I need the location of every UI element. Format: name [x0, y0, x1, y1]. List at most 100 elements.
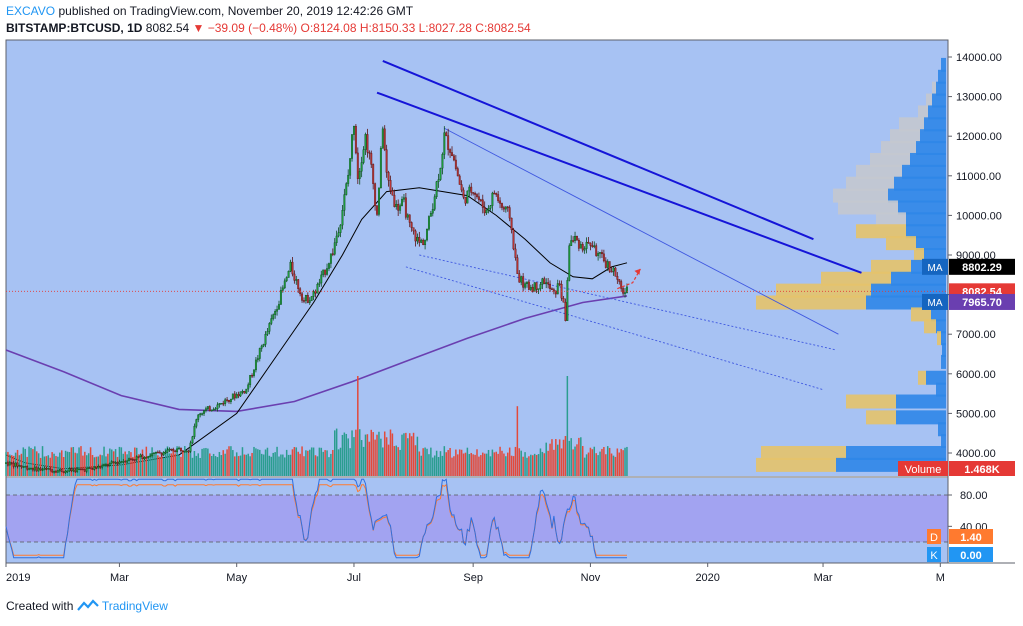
- volume-bar: [328, 457, 330, 476]
- author-name[interactable]: EXCAVO: [6, 4, 56, 18]
- candle-body: [516, 257, 519, 274]
- volume-bar: [426, 448, 428, 476]
- candle-body: [351, 134, 353, 159]
- candle-body: [249, 375, 252, 385]
- volume-bar: [153, 454, 155, 476]
- candle-body: [595, 245, 598, 256]
- volume-profile-up-bar: [914, 248, 924, 262]
- stoch-d-name-box: [927, 529, 941, 544]
- volume-bar: [234, 456, 236, 476]
- volume-bar: [353, 437, 355, 476]
- time-tick-label: Mar: [110, 572, 129, 584]
- candle-body: [135, 456, 138, 460]
- candle-body: [426, 228, 428, 241]
- candle-body: [289, 261, 292, 272]
- candle-body: [341, 210, 344, 226]
- volume-profile-down-bar: [896, 410, 946, 425]
- volume-bar: [55, 456, 57, 476]
- candle-body: [437, 179, 440, 182]
- volume-bar: [264, 449, 267, 476]
- volume-bar: [89, 447, 92, 476]
- stoch-k-value: 0.00: [960, 550, 981, 562]
- volume-bar: [143, 457, 146, 476]
- volume-bar: [291, 449, 294, 476]
- volume-bar: [316, 456, 319, 476]
- candle-body: [447, 135, 450, 150]
- volume-bar: [533, 453, 536, 476]
- candle-body: [81, 468, 84, 471]
- volume-bar: [274, 452, 276, 476]
- volume-bar: [141, 449, 144, 476]
- volume-profile-up-bar: [761, 446, 846, 460]
- volume-bar: [518, 448, 521, 476]
- volume-bar: [556, 444, 559, 476]
- volume-bar: [149, 453, 151, 476]
- volume-bar: [80, 446, 82, 476]
- volume-profile-up-bar: [886, 236, 916, 251]
- candle-body: [101, 465, 104, 468]
- candle-body: [241, 391, 244, 393]
- candle-body: [531, 286, 534, 292]
- candle-body: [304, 295, 307, 301]
- candle-body: [568, 245, 571, 281]
- volume-bar: [589, 447, 592, 476]
- candle-body: [262, 344, 265, 347]
- volume-bar: [180, 456, 182, 476]
- volume-profile-up-bar: [776, 283, 871, 298]
- volume-profile-down-bar: [894, 176, 946, 191]
- tradingview-brand[interactable]: TradingView: [101, 599, 168, 613]
- volume-bar: [243, 454, 246, 476]
- candle-body: [183, 451, 186, 453]
- volume-bar: [251, 452, 253, 476]
- channel-line: [444, 127, 839, 335]
- volume-bar: [195, 455, 198, 476]
- candle-body: [114, 462, 117, 464]
- volume-bar: [187, 452, 190, 476]
- volume-bar: [387, 444, 390, 476]
- candle-body: [624, 292, 626, 294]
- volume-bar: [308, 449, 311, 476]
- candle-body: [187, 450, 190, 453]
- volume-bar: [249, 456, 251, 476]
- candle-body: [337, 232, 340, 237]
- candle-body: [258, 348, 261, 359]
- candle-body: [481, 199, 484, 208]
- candle-body: [8, 462, 11, 466]
- candle-body: [93, 467, 96, 470]
- candle-body: [64, 470, 67, 473]
- volume-bar: [82, 455, 84, 476]
- candle-body: [395, 204, 398, 207]
- volume-bar: [203, 448, 205, 476]
- candle-body: [585, 241, 588, 249]
- candle-body: [62, 471, 65, 473]
- volume-bar: [395, 445, 398, 476]
- candle-body: [178, 447, 180, 450]
- volume-bar: [457, 454, 459, 476]
- volume-profile-down-bar: [846, 446, 946, 460]
- candle-body: [354, 125, 357, 154]
- volume-bar: [614, 456, 617, 476]
- candle-body: [110, 461, 113, 464]
- volume-bar: [172, 450, 175, 476]
- candle-body: [10, 462, 13, 464]
- projection-arrowhead: [634, 268, 641, 275]
- volume-bar: [508, 447, 511, 476]
- volume-bar: [435, 450, 438, 476]
- volume-bar: [214, 456, 217, 476]
- volume-bar: [284, 457, 286, 476]
- candle-body: [274, 311, 277, 315]
- candle-body: [226, 399, 229, 401]
- candle-body: [487, 208, 490, 211]
- volume-bar: [430, 447, 432, 476]
- volume-profile-grey-bar: [881, 141, 916, 156]
- volume-profile-down-bar: [920, 129, 946, 144]
- volume-bar: [226, 449, 228, 476]
- volume-bar: [470, 452, 472, 476]
- volume-profile-up-bar: [937, 331, 941, 346]
- volume-bar: [70, 447, 73, 476]
- candle-body: [485, 209, 488, 214]
- candle-body: [170, 448, 173, 451]
- candle-body: [443, 132, 446, 155]
- volume-bar: [280, 454, 282, 476]
